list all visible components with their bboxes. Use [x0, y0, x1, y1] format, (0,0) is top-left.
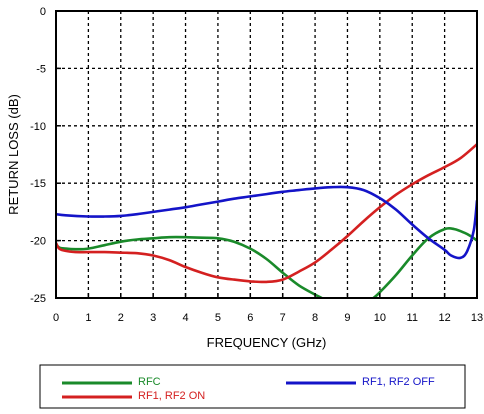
legend-label-0: RFC: [138, 376, 161, 388]
legend: RFC RF1, RF2 ON RF1, RF2 OFF: [62, 376, 435, 402]
y-axis-title: RETURN LOSS (dB): [6, 94, 21, 215]
x-tick-label: 7: [280, 312, 286, 324]
y-tick-label: -20: [30, 236, 46, 248]
x-tick-label: 1: [85, 312, 91, 324]
legend-label-2: RF1, RF2 OFF: [362, 376, 435, 388]
y-tick-label: 0: [40, 6, 46, 18]
plot-frame: [55, 10, 478, 299]
x-tick-label: 10: [374, 312, 386, 324]
y-tick-label: -10: [30, 121, 46, 133]
x-tick-label: 5: [215, 312, 221, 324]
axis-ticks: [55, 10, 478, 299]
x-tick-label: 6: [247, 312, 253, 324]
x-axis-title: FREQUENCY (GHz): [207, 335, 327, 350]
legend-box: [39, 364, 466, 409]
x-tick-label: 3: [150, 312, 156, 324]
y-tick-label: -15: [30, 178, 46, 190]
y-tick-labels: 0 -5 -10 -15 -20 -25: [30, 6, 46, 305]
legend-label-1: RF1, RF2 ON: [138, 390, 205, 402]
series-line-1: [56, 143, 477, 284]
x-tick-label: 2: [118, 312, 124, 324]
x-tick-label: 11: [407, 312, 418, 324]
y-tick-label: -5: [36, 63, 46, 75]
x-tick-label: 12: [438, 312, 450, 324]
x-tick-label: 9: [344, 312, 350, 324]
grid-lines: [56, 11, 477, 298]
x-tick-label: 4: [182, 312, 188, 324]
series-line-0: [56, 226, 477, 298]
x-tick-label: 8: [312, 312, 318, 324]
y-tick-label: -25: [30, 293, 46, 305]
x-tick-label: 0: [53, 312, 59, 324]
x-tick-label: 13: [471, 312, 483, 324]
x-tick-labels: 0 1 2 3 4 5 6 7 8 9 10 11 12 13: [53, 312, 483, 324]
series-line-2: [56, 185, 477, 260]
series-group: [56, 143, 477, 298]
